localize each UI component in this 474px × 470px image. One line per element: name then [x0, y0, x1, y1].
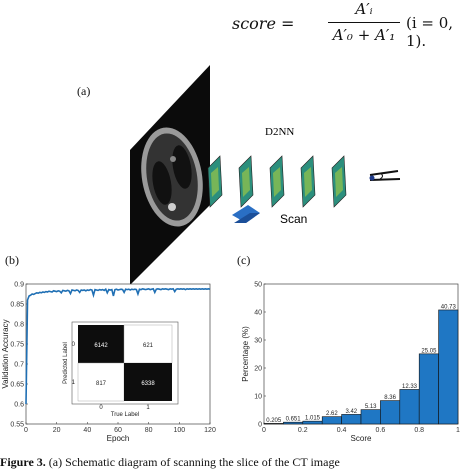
d2nn-label: D2NN	[265, 126, 294, 138]
cm-x-tick-0: 0	[99, 405, 103, 411]
y-tick-label: 40	[254, 309, 262, 316]
cm-value-1-0: 817	[96, 381, 107, 387]
diffractive-layers	[207, 155, 347, 208]
score-formula: score = A′ᵢ A′₀ + A′₁ (i = 0, 1).	[228, 0, 474, 50]
cm-x-tick-1: 1	[146, 405, 150, 411]
cm-y-tick-1: 1	[72, 380, 76, 386]
formula-numerator: A′ᵢ	[355, 0, 373, 18]
y-tick-label: 20	[254, 365, 262, 372]
formula-tail: (i = 0, 1).	[406, 14, 454, 50]
y-axis-title: Percentage (%)	[241, 326, 250, 382]
cm-value-1-1: 6338	[141, 381, 155, 387]
x-tick-label: 0.6	[376, 427, 386, 434]
caption-prefix: Figure 3.	[0, 455, 46, 469]
diffractive-layer-5	[331, 155, 347, 208]
bar-value-label: 0.651	[286, 417, 302, 423]
scan-arrow-icon	[232, 205, 260, 223]
y-tick-label: 0.6	[14, 401, 24, 408]
cm-value-0-0: 6142	[94, 343, 108, 349]
cm-cell-0-1	[123, 324, 173, 364]
bar-value-label: 8.36	[384, 395, 396, 401]
cm-value-0-1: 621	[143, 343, 154, 349]
histogram-bar	[399, 389, 420, 425]
bar-value-label: 1.015	[305, 416, 321, 422]
x-tick-label: 60	[114, 427, 122, 434]
x-tick-label: 120	[204, 427, 216, 434]
validation-accuracy-chart: 0 20 40 60 80 100 1200.550.60.650.70.750.80.85…	[1, 281, 216, 443]
confusion-matrix: 6142 621 817 6338 0 1 0 1 True Label Pre…	[63, 321, 179, 418]
ct-slice-image	[130, 65, 210, 285]
y-tick-label: 50	[254, 281, 262, 288]
cm-y-tick-0: 0	[72, 342, 76, 348]
x-axis-title: Epoch	[107, 434, 130, 443]
histogram-bar	[418, 353, 439, 425]
y-tick-label: 0.9	[14, 281, 24, 288]
bar-value-label: 3.42	[345, 409, 357, 415]
y-tick-label: 0.8	[14, 321, 24, 328]
y-tick-label: 10	[254, 393, 262, 400]
formula-lhs: score =	[232, 14, 295, 33]
histogram-bar	[438, 309, 459, 425]
diffractive-layer-2	[238, 155, 254, 208]
diffractive-layer-1	[207, 155, 223, 208]
histogram-bar	[341, 414, 362, 425]
bar-value-label: 2.62	[326, 411, 338, 417]
formula-fraction-bar	[328, 22, 400, 23]
x-tick-label: 0	[24, 427, 28, 434]
cm-cell-0-0	[78, 325, 124, 363]
histogram-bar	[321, 416, 342, 425]
x-tick-label: 0.2	[298, 427, 308, 434]
bar-value-label: 5.13	[365, 404, 377, 410]
diffractive-layer-3	[269, 155, 285, 208]
x-tick-label: 100	[173, 427, 185, 434]
panel-b-label: (b)	[5, 253, 19, 267]
y-tick-label: 30	[254, 337, 262, 344]
bar-value-label: 0.205	[266, 418, 282, 424]
x-axis-title: Score	[351, 434, 372, 443]
x-tick-label: 20	[53, 427, 61, 434]
x-tick-label: 0	[262, 427, 266, 434]
bar-value-label: 40.73	[441, 304, 457, 310]
panel-c-label: (c)	[237, 253, 251, 267]
histogram-bar	[380, 400, 401, 425]
figure-caption: Figure 3. (a) Schematic diagram of scann…	[0, 455, 474, 470]
detector-icon	[369, 170, 401, 181]
caption-text: (a) Schematic diagram of scanning the sl…	[48, 455, 340, 469]
y-axis-title: Validation Accuracy	[1, 319, 10, 388]
accuracy-series-line	[25, 287, 211, 405]
y-tick-label: 0.65	[10, 381, 24, 388]
x-tick-label: 40	[83, 427, 91, 434]
diffractive-layer-4	[300, 155, 316, 208]
x-tick-label: 0.4	[337, 427, 347, 434]
histogram-bar	[360, 409, 381, 425]
panel-a-schematic: D2NN Scan	[130, 65, 401, 285]
panel-a-label: (a)	[77, 84, 91, 98]
y-tick-label: 0.75	[10, 341, 24, 348]
formula-denominator: A′₀ + A′₁	[332, 26, 396, 44]
cm-y-label: Predicted Label	[63, 342, 69, 384]
bar-value-label: 25.05	[421, 348, 437, 354]
x-tick-label: 1	[456, 427, 460, 434]
cm-x-label: True Label	[111, 412, 139, 418]
cm-cell-1-1	[124, 363, 172, 401]
y-tick-label: 0.7	[14, 361, 24, 368]
y-tick-label: 0.55	[10, 421, 24, 428]
y-tick-label: 0.85	[10, 301, 24, 308]
x-tick-label: 80	[145, 427, 153, 434]
x-tick-label: 0.8	[414, 427, 424, 434]
scan-label: Scan	[280, 212, 307, 226]
cm-cell-1-0	[77, 362, 125, 402]
bar-value-label: 12.33	[402, 384, 418, 390]
y-tick-label: 0	[258, 421, 262, 428]
